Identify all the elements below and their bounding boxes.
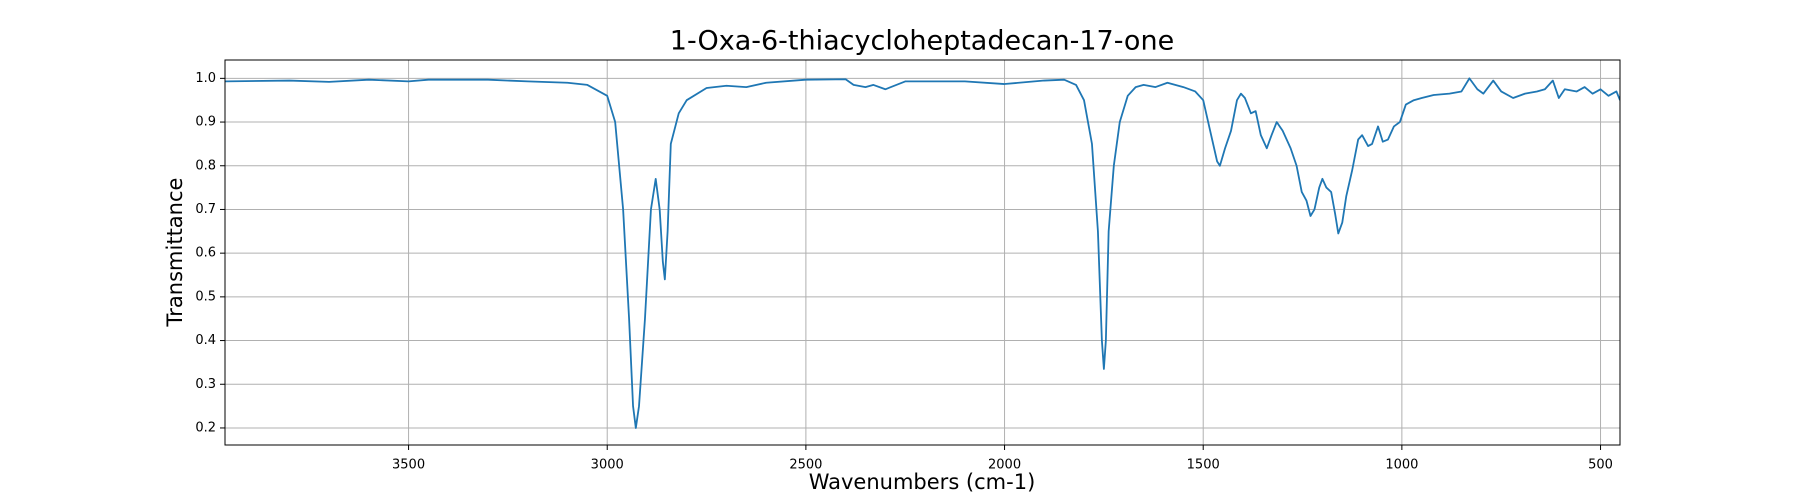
x-tick-label: 3500 xyxy=(392,458,425,473)
y-tick-label: 0.7 xyxy=(195,202,216,217)
x-tick-label: 2000 xyxy=(988,458,1021,473)
y-tick-label: 0.2 xyxy=(195,420,216,435)
x-tick-label: 2500 xyxy=(789,458,822,473)
y-tick-label: 0.6 xyxy=(195,246,216,261)
y-tick-label: 0.9 xyxy=(195,115,216,130)
y-tick-label: 0.8 xyxy=(195,158,216,173)
y-tick-label: 0.4 xyxy=(195,333,216,348)
x-axis-label: Wavenumbers (cm-1) xyxy=(809,470,1036,494)
y-tick-label: 0.3 xyxy=(195,377,216,392)
x-tick-label: 1500 xyxy=(1187,458,1220,473)
x-tick-label: 500 xyxy=(1588,458,1613,473)
plot-frame xyxy=(224,59,1621,446)
y-axis-label: Transmittance xyxy=(163,178,187,328)
x-tick-label: 3000 xyxy=(591,458,624,473)
x-tick-label: 1000 xyxy=(1385,458,1418,473)
chart-title: 1-Oxa-6-thiacycloheptadecan-17-one xyxy=(670,26,1174,57)
y-tick-label: 1.0 xyxy=(195,71,216,86)
spectrum-line xyxy=(225,77,1620,429)
y-tick-label: 0.5 xyxy=(195,289,216,304)
